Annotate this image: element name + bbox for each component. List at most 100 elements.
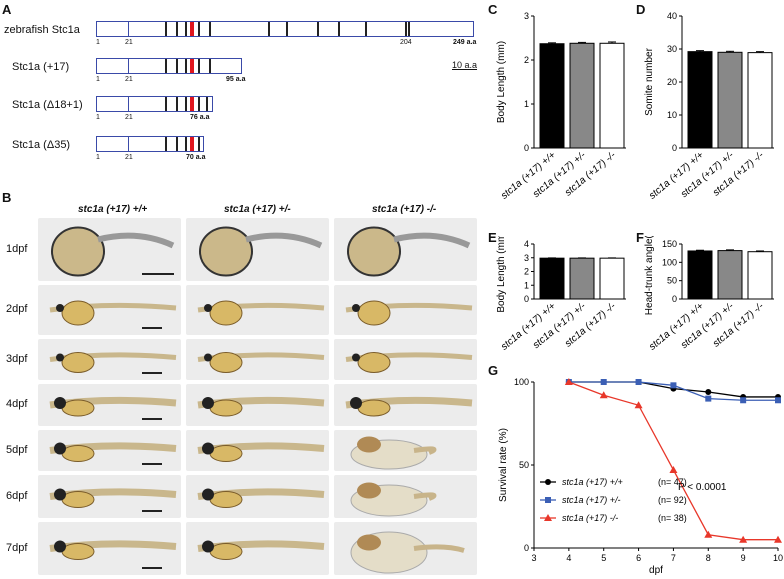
end-label: 76 a.a xyxy=(190,114,210,121)
start-label: 1 xyxy=(96,39,100,46)
scale-bar xyxy=(142,418,162,420)
embryo-image-4dpf-col1 xyxy=(38,384,181,426)
y-tick-label: 0 xyxy=(672,294,677,304)
y-tick-label: 0 xyxy=(524,543,529,553)
y-tick-label: 1 xyxy=(524,99,529,109)
legend-label: stc1a (+17) -/- xyxy=(562,513,618,523)
embryo-image-7dpf-col2 xyxy=(186,522,329,575)
y-axis-label: Somite number xyxy=(644,47,655,115)
scale-bar xyxy=(142,567,162,569)
data-point xyxy=(564,378,573,385)
x-tick-label: 7 xyxy=(671,553,676,563)
y-tick-label: 50 xyxy=(519,460,529,470)
data-point xyxy=(740,397,747,404)
scale-bar xyxy=(142,327,162,329)
start-label: 1 xyxy=(96,154,100,161)
row-label-6dpf: 6dpf xyxy=(6,489,28,502)
data-point xyxy=(670,382,677,389)
scale-label: 10 a.a xyxy=(452,60,478,70)
y-tick-label: 0 xyxy=(524,143,529,153)
row-label-5dpf: 5dpf xyxy=(6,443,28,456)
bar-2 xyxy=(747,251,773,300)
column-header-wildtype: stc1a (+17) +/+ xyxy=(78,204,148,215)
panel-d-letter: D xyxy=(636,2,646,17)
protein-bar-delta35 xyxy=(96,136,204,152)
y-tick-label: 1 xyxy=(524,280,529,290)
data-point xyxy=(739,535,748,543)
data-point xyxy=(669,465,678,473)
y-tick-label: 30 xyxy=(667,44,677,54)
chart-g-survival-rate: 0 50 100 3 4 5 6 7 8 9 10 dpf Survival rate (%) stc1a… xyxy=(498,377,783,576)
data-point xyxy=(704,530,713,538)
start-label: 1 xyxy=(96,114,100,121)
y-tick-label: 2 xyxy=(524,55,529,65)
embryo-image-7dpf-col3 xyxy=(334,522,477,575)
y-tick-label: 3 xyxy=(524,253,529,263)
column-header-heterozygous: stc1a (+17) +/- xyxy=(224,204,291,215)
data-point xyxy=(599,391,608,399)
row-label-3dpf: 3dpf xyxy=(6,352,28,365)
y-tick-label: 100 xyxy=(662,257,677,267)
start-label: 1 xyxy=(96,76,100,83)
embryo-image-2dpf-col1 xyxy=(38,285,181,335)
y-tick-label: 50 xyxy=(667,276,677,286)
legend-label: stc1a (+17) +/- xyxy=(562,495,621,505)
embryo-image-2dpf-col2 xyxy=(186,285,329,335)
row-label-1dpf: 1dpf xyxy=(6,242,28,255)
x-axis-label: dpf xyxy=(649,565,663,576)
bar-1 xyxy=(717,51,743,149)
y-tick-label: 0 xyxy=(672,143,677,153)
bar-0 xyxy=(687,250,713,300)
x-tick-label: 10 xyxy=(773,553,783,563)
bar-2 xyxy=(599,42,625,149)
position-204-label: 204 xyxy=(400,39,412,46)
embryo-image-6dpf-col2 xyxy=(186,475,329,518)
x-tick-label: 6 xyxy=(636,553,641,563)
y-axis-label: Body Length (mm) xyxy=(496,236,507,313)
bar-0 xyxy=(539,257,565,300)
end-label: 249 a.a xyxy=(453,39,477,46)
embryo-image-1dpf-col3 xyxy=(334,218,477,281)
y-tick-label: 2 xyxy=(524,267,529,277)
x-tick-label: 4 xyxy=(566,553,571,563)
embryo-image-1dpf-col2 xyxy=(186,218,329,281)
position-21-label: 21 xyxy=(125,39,133,46)
data-point xyxy=(635,379,642,385)
p-value-annotation: P < 0.0001 xyxy=(678,482,727,493)
embryo-image-4dpf-col3 xyxy=(334,384,477,426)
legend-n: (n= 38) xyxy=(658,513,687,523)
x-tick-label: 5 xyxy=(601,553,606,563)
data-point xyxy=(705,388,712,395)
data-point xyxy=(705,395,712,402)
bar-1 xyxy=(569,42,595,149)
scale-bar xyxy=(142,273,174,275)
embryo-image-3dpf-col3 xyxy=(334,339,477,380)
position-21-label: 21 xyxy=(125,114,133,121)
embryo-image-5dpf-col2 xyxy=(186,430,329,471)
bar-1 xyxy=(569,257,595,300)
y-tick-label: 20 xyxy=(667,77,677,87)
data-point xyxy=(775,397,781,404)
y-tick-label: 0 xyxy=(524,294,529,304)
y-tick-label: 40 xyxy=(667,11,677,21)
panel-c-letter: C xyxy=(488,2,498,17)
panel-b-letter: B xyxy=(2,190,12,205)
y-tick-label: 10 xyxy=(667,110,677,120)
y-tick-label: 100 xyxy=(514,377,529,387)
y-tick-label: 4 xyxy=(524,239,529,249)
protein-bar-delta18plus1 xyxy=(96,96,213,112)
x-tick-label: 3 xyxy=(531,553,536,563)
embryo-image-5dpf-col1 xyxy=(38,430,181,471)
y-axis-label: Head-trunk angle(°) xyxy=(644,236,655,315)
embryo-image-5dpf-col3 xyxy=(334,430,477,471)
panel-g-letter: G xyxy=(488,363,499,378)
panel-e-letter: E xyxy=(488,230,497,245)
end-label: 95 a.a xyxy=(226,76,246,83)
legend-n: (n= 47) xyxy=(658,477,687,487)
scale-bar xyxy=(142,372,162,374)
embryo-image-6dpf-col3 xyxy=(334,475,477,518)
column-header-homozygous: stc1a (+17) -/- xyxy=(372,204,437,215)
